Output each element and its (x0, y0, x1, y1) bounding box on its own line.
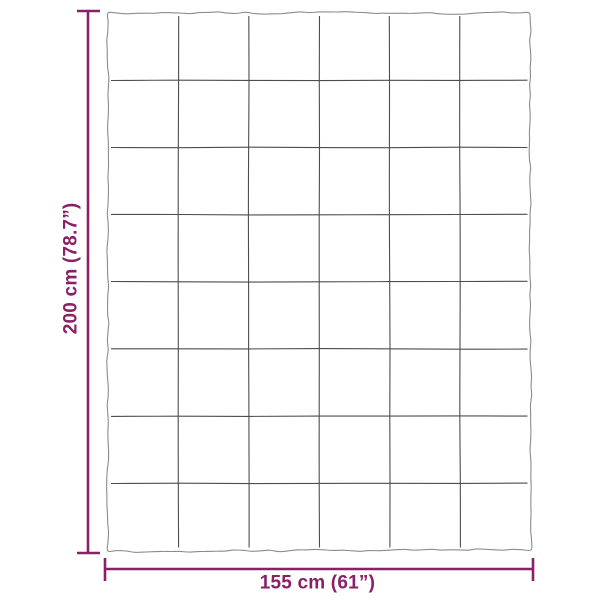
svg-text:200 cm (78.7”): 200 cm (78.7”) (60, 203, 81, 335)
svg-text:155 cm (61”): 155 cm (61”) (260, 573, 375, 594)
